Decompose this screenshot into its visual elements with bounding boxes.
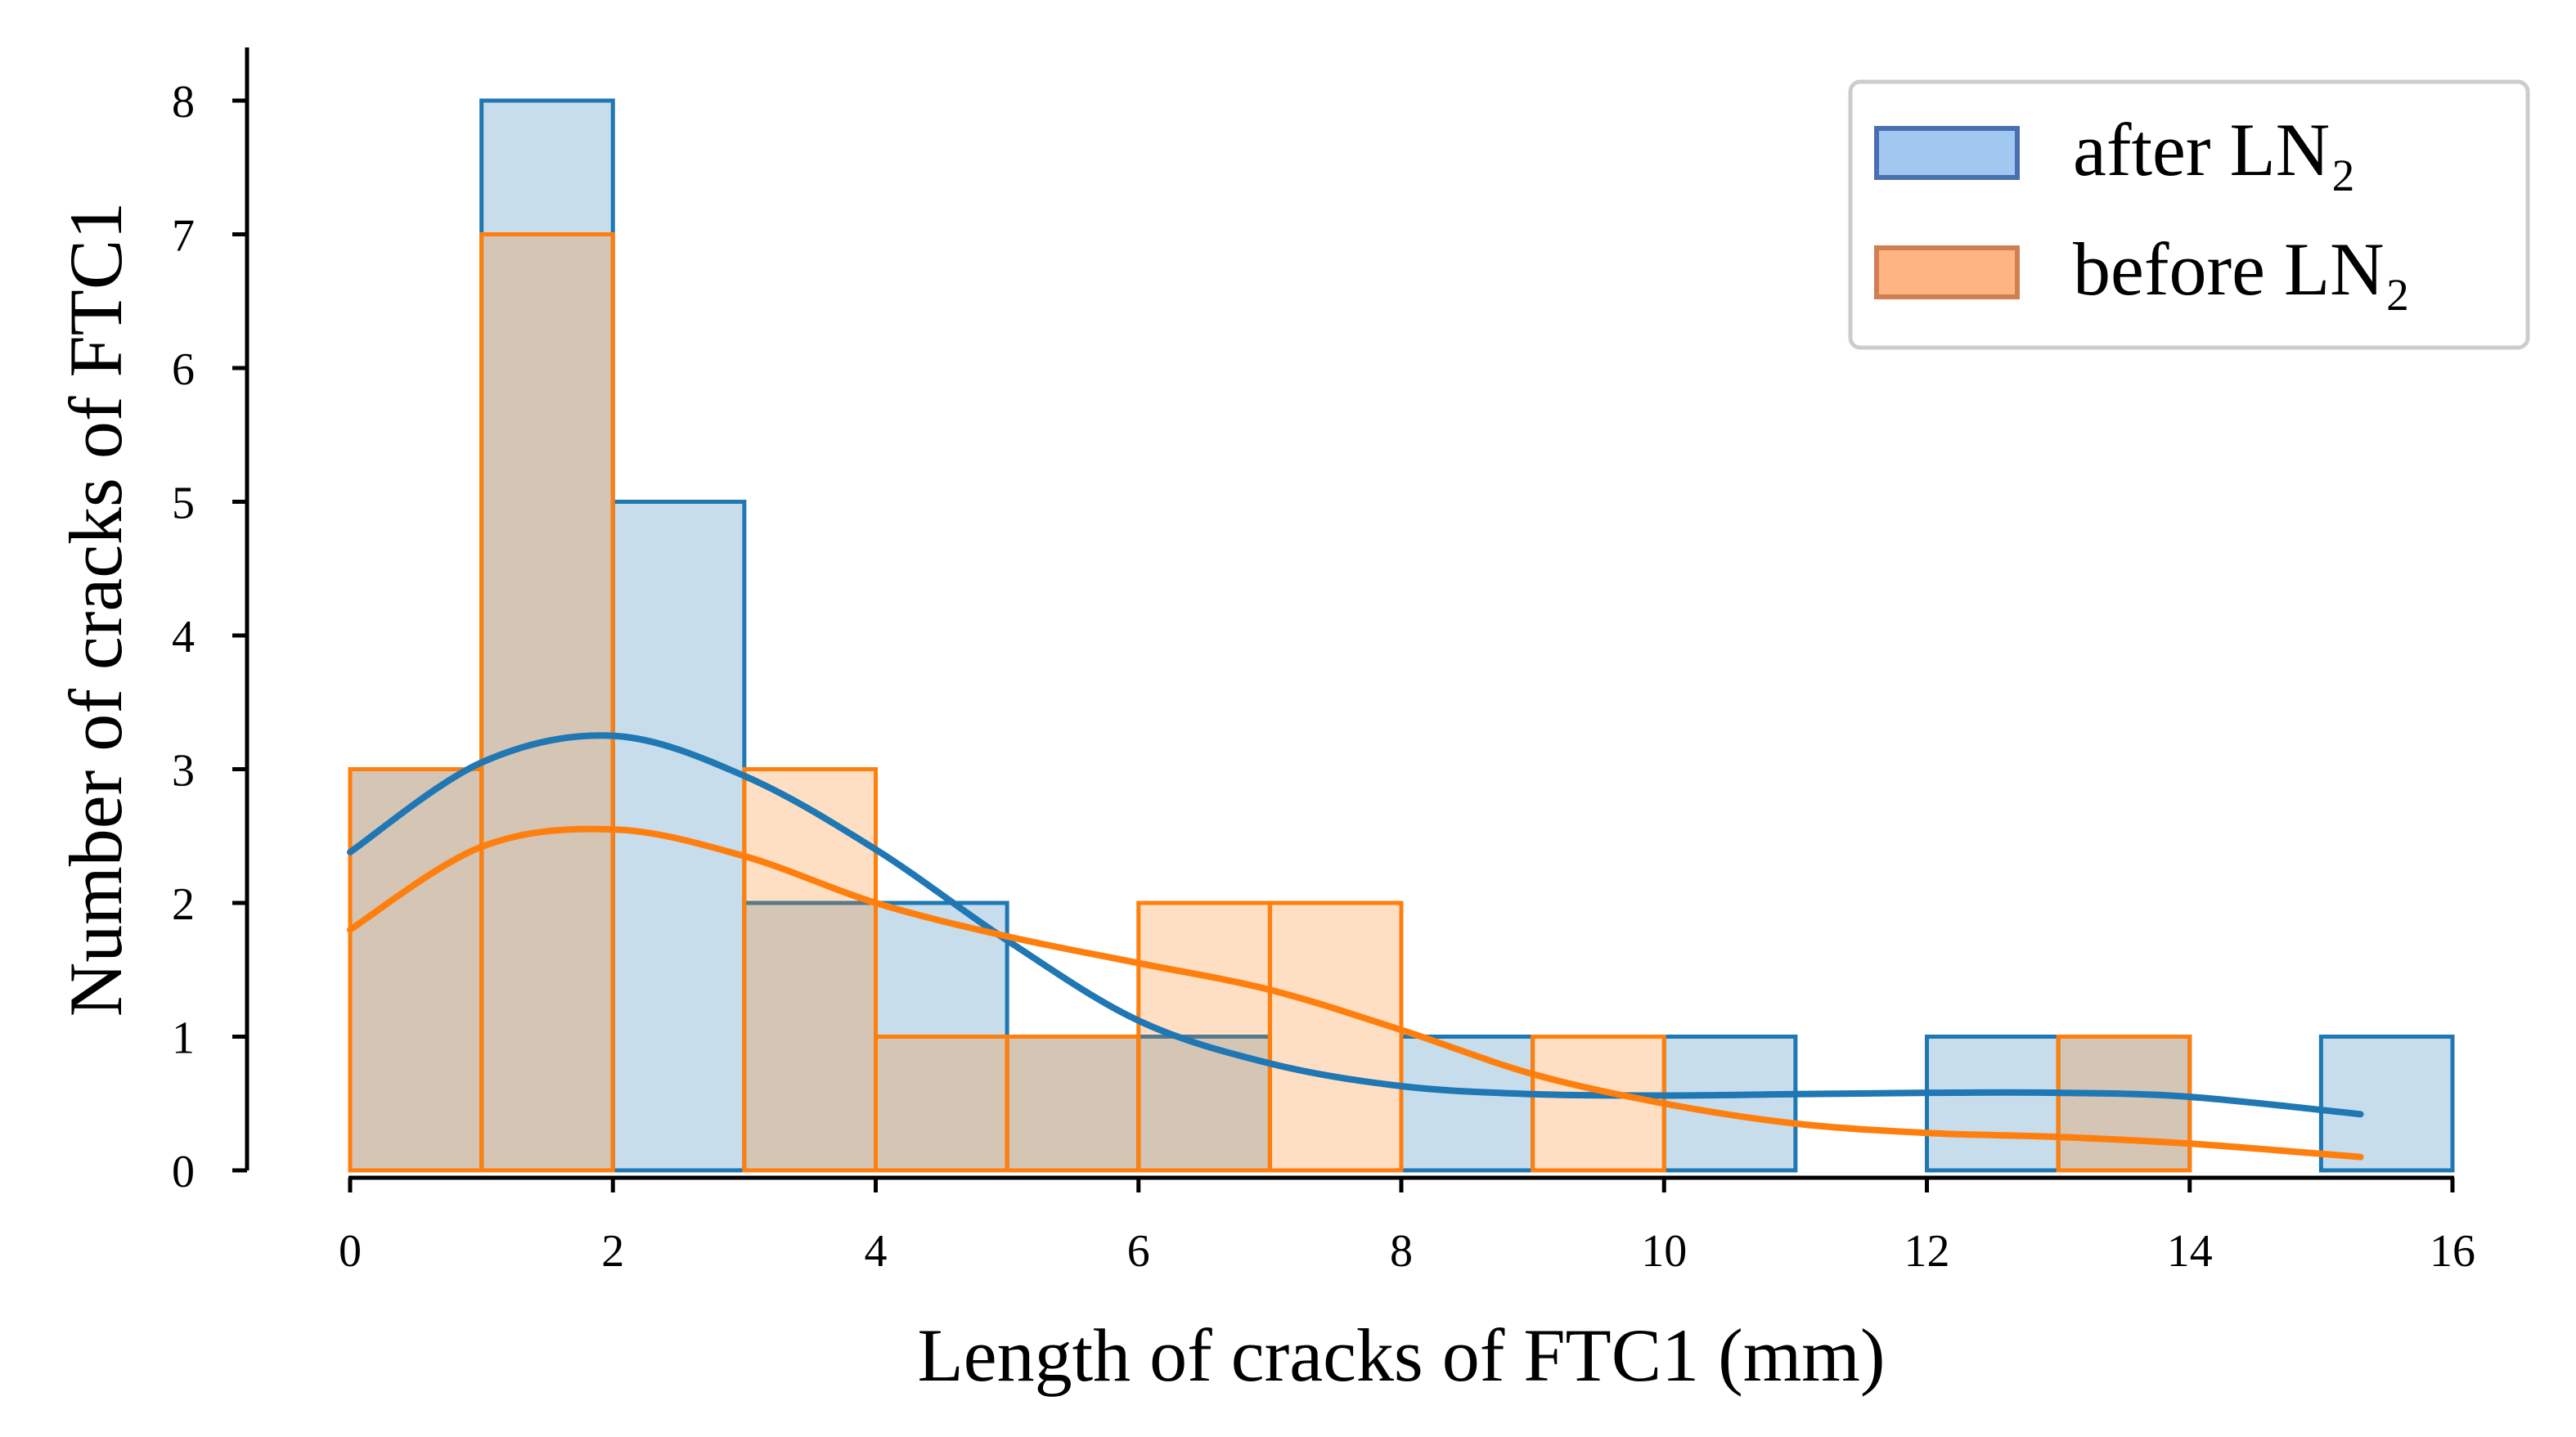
x-tick-label-0: 0: [339, 1226, 362, 1277]
bar-before-9: [1531, 1035, 1666, 1173]
x-axis-label: Length of cracks of FTC1 (mm): [918, 1314, 1886, 1397]
bar-before-5: [1005, 1035, 1141, 1173]
bar-before-0: [348, 767, 484, 1173]
kde-line-before: [347, 825, 2364, 1161]
y-tick-label-7: 7: [172, 211, 195, 262]
bar-before-13: [2056, 1035, 2192, 1173]
bar-after-10: [1661, 1035, 1798, 1173]
y-tick-label-5: 5: [172, 478, 195, 529]
bar-after-15: [2318, 1035, 2455, 1173]
y-tick-label-3: 3: [172, 746, 195, 797]
y-tick-label-1: 1: [172, 1013, 195, 1064]
bar-before-4: [874, 1035, 1009, 1173]
y-axis-label: Number of cracks of FTC1: [54, 202, 137, 1017]
kde-line-after: [347, 732, 2364, 1118]
bar-after-12: [1925, 1035, 2061, 1173]
y-tick-label-8: 8: [172, 77, 195, 128]
x-tick-label-16: 16: [2430, 1226, 2475, 1277]
x-tick-label-2: 2: [601, 1226, 624, 1277]
y-tick-label-2: 2: [172, 879, 195, 930]
x-tick-label-12: 12: [1904, 1226, 1950, 1277]
x-tick-label-6: 6: [1127, 1226, 1150, 1277]
x-tick-label-10: 10: [1641, 1226, 1687, 1277]
x-tick-label-4: 4: [865, 1226, 888, 1277]
y-tick-label-4: 4: [172, 612, 195, 662]
y-tick-label-6: 6: [172, 344, 195, 395]
bar-after-1: [479, 98, 615, 1173]
kde-curves: [347, 732, 2364, 1161]
legend: after LN₂ before LN₂: [1848, 79, 2530, 350]
x-tick-label-8: 8: [1390, 1226, 1413, 1277]
legend-label-before: before LN₂: [2073, 227, 2411, 311]
x-tick-label-14: 14: [2167, 1226, 2213, 1277]
bar-before-1: [479, 232, 615, 1173]
y-tick-label-0: 0: [172, 1147, 195, 1197]
legend-swatch-after: [1874, 126, 2020, 180]
legend-swatch-before: [1874, 245, 2020, 299]
legend-label-after: after LN₂: [2073, 108, 2356, 191]
bar-before-3: [742, 767, 878, 1173]
bar-before-6: [1136, 900, 1272, 1173]
bar-before-7: [1267, 900, 1404, 1173]
bar-after-8: [1399, 1035, 1535, 1173]
